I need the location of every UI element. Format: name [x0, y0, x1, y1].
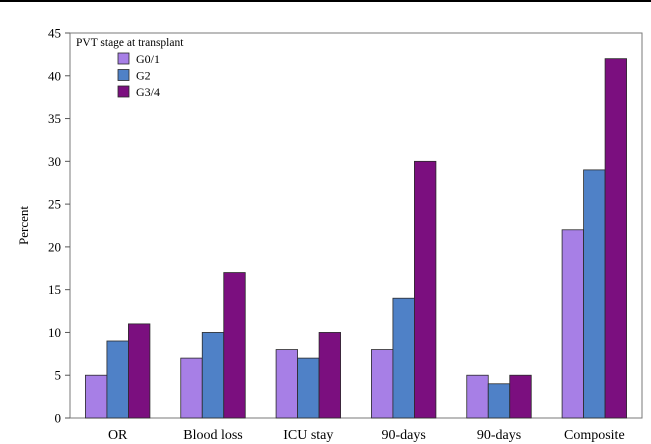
y-axis-label: Percent	[16, 206, 31, 245]
bar-g0-1-4	[466, 374, 489, 419]
bar-g3-4-5	[604, 58, 627, 419]
y-tick-label: 15	[48, 282, 61, 297]
legend-label: G0/1	[136, 52, 160, 66]
x-tick-label: Composite	[564, 428, 625, 443]
y-tick-label: 5	[55, 368, 62, 383]
x-tick-label: ICU stay	[283, 428, 333, 443]
bar-g2-1	[201, 332, 225, 419]
x-tick-label: Blood loss	[183, 428, 243, 443]
y-tick-label: 0	[55, 411, 62, 426]
plot-area	[69, 32, 643, 419]
bar-g0-1-3	[371, 349, 394, 419]
bar-g0-1-5	[561, 229, 584, 419]
legend-swatch	[117, 69, 130, 81]
y-tick-label: 20	[48, 239, 61, 254]
y-axis: 0 5 10 15 20 25 30 35 40 45	[48, 26, 70, 426]
legend-title: PVT stage at transplant	[76, 37, 184, 49]
x-tick-label: OR	[108, 428, 128, 443]
y-tick-label: 35	[48, 111, 61, 126]
y-tick-label: 10	[48, 325, 61, 340]
bar-g0-1-2	[275, 349, 298, 419]
bar-g0-1-0	[85, 374, 108, 419]
bar-g2-2	[297, 357, 320, 419]
bar-g2-4	[487, 383, 511, 419]
bar-g3-4-2	[318, 332, 341, 419]
legend-swatch	[117, 52, 130, 65]
y-tick-label: 45	[48, 26, 61, 41]
bar-g2-5	[583, 169, 606, 419]
legend-label: G2	[136, 69, 151, 83]
y-tick-label: 40	[48, 68, 61, 83]
x-axis: OR Blood loss ICU stay 90-days 90-days Compos…	[108, 428, 625, 443]
legend-swatch	[117, 85, 130, 98]
bar-g2-0	[106, 340, 129, 419]
x-tick-label: 90-days	[477, 428, 521, 443]
bar-g3-4-4	[509, 374, 532, 419]
y-tick-label: 25	[48, 197, 61, 212]
bar-g3-4-3	[414, 160, 437, 419]
bar-g0-1-1	[180, 357, 203, 419]
x-tick-label: 90-days	[382, 428, 426, 443]
plot-frame	[69, 32, 643, 419]
bar-g3-4-1	[223, 272, 246, 419]
legend: PVT stage at transplant G0/1 G2 G3/4	[76, 37, 184, 99]
bar-g3-4-0	[128, 323, 151, 419]
legend-label: G3/4	[136, 85, 160, 99]
bars	[85, 58, 627, 419]
y-tick-label: 30	[48, 154, 61, 169]
bar-g2-3	[392, 297, 415, 419]
